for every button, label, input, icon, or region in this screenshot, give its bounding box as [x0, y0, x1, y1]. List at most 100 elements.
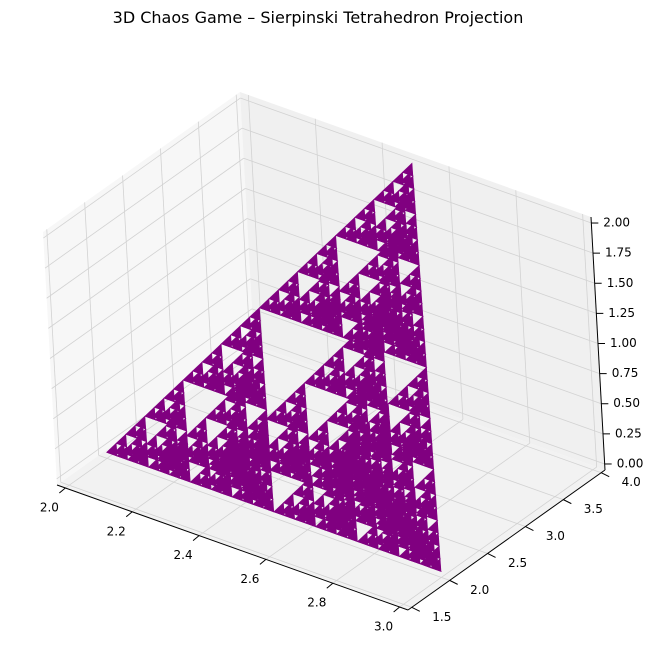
data-point: [289, 466, 302, 472]
data-point: [330, 471, 342, 476]
data-point: [377, 408, 390, 414]
data-point: [344, 534, 356, 539]
data-point: [375, 517, 387, 523]
x-tick-mark: [393, 606, 400, 613]
data-point: [339, 290, 351, 296]
data-point: [400, 250, 412, 256]
data-point: [356, 475, 368, 480]
data-point: [329, 516, 342, 522]
data-point: [343, 235, 355, 241]
data-point: [223, 384, 236, 389]
data-point: [284, 459, 296, 465]
data-point: [355, 520, 367, 526]
data-point: [368, 499, 380, 505]
data-point: [239, 496, 251, 502]
data-point: [135, 459, 147, 465]
data-point: [266, 418, 278, 424]
data-point: [205, 482, 217, 487]
data-point: [176, 474, 189, 480]
data-point: [284, 311, 297, 317]
data-point: [315, 312, 327, 317]
data-point: [253, 459, 266, 464]
z-tick-label: 1.75: [605, 246, 632, 260]
data-point: [197, 482, 210, 487]
y-tick-label: 3.5: [584, 502, 603, 516]
data-point: [335, 393, 348, 399]
data-point: [316, 322, 328, 328]
data-point: [332, 333, 344, 339]
data-point: [219, 472, 231, 477]
data-point: [200, 485, 213, 491]
data-point: [252, 354, 264, 360]
data-point: [398, 406, 411, 412]
data-point: [188, 460, 200, 466]
data-point: [282, 308, 294, 313]
data-point: [341, 485, 354, 491]
data-point: [325, 390, 337, 395]
data-point: [335, 523, 347, 529]
data-point: [367, 489, 380, 495]
data-point: [399, 528, 411, 534]
data-point: [360, 313, 373, 318]
data-point: [235, 482, 248, 488]
x-axis-line: [56, 484, 409, 611]
data-point: [346, 238, 358, 244]
data-point: [273, 511, 286, 517]
data-point: [266, 455, 278, 461]
data-point: [395, 338, 408, 344]
data-point: [216, 436, 229, 441]
data-point: [311, 512, 324, 518]
data-point: [336, 533, 348, 539]
data-point: [323, 322, 336, 328]
data-point: [397, 535, 409, 540]
data-point: [302, 519, 314, 524]
y-tick-mark: [525, 526, 534, 531]
data-point: [136, 452, 149, 458]
data-point: [289, 308, 302, 313]
data-point: [171, 467, 183, 473]
data-point: [421, 556, 434, 562]
data-point: [211, 489, 223, 494]
data-point: [249, 351, 261, 356]
data-point: [382, 331, 395, 336]
data-point: [235, 455, 248, 460]
data-point: [319, 512, 331, 518]
data-point: [250, 398, 262, 404]
chart-title: 3D Chaos Game – Sierpinski Tetrahedron P…: [112, 8, 524, 27]
data-point: [353, 350, 365, 355]
data-point: [248, 462, 261, 467]
data-point: [391, 528, 403, 533]
z-tick-label: 0.50: [613, 396, 640, 410]
data-point: [144, 415, 157, 421]
data-point: [218, 461, 230, 467]
data-point: [307, 438, 320, 443]
data-point: [354, 217, 367, 222]
data-point: [233, 424, 246, 430]
data-point: [338, 438, 350, 444]
data-point: [406, 556, 419, 562]
data-point: [407, 385, 419, 390]
data-point: [401, 345, 414, 351]
data-point: [182, 379, 195, 385]
data-point: [284, 515, 296, 520]
data-point: [208, 457, 220, 463]
data-point: [367, 545, 380, 550]
data-point: [402, 206, 414, 212]
data-point: [342, 309, 355, 315]
y-axis-line: [407, 469, 606, 611]
data-point: [179, 478, 192, 483]
data-point: [416, 549, 428, 555]
data-point: [260, 504, 272, 509]
data-point: [259, 307, 271, 313]
data-point: [321, 329, 334, 335]
x-tick-mark: [192, 535, 200, 541]
data-point: [195, 461, 208, 466]
data-point: [401, 531, 414, 537]
data-point: [384, 324, 397, 329]
data-point: [362, 520, 375, 526]
data-point: [403, 254, 415, 259]
data-point: [278, 289, 290, 295]
data-point: [193, 383, 205, 389]
data-point: [380, 338, 393, 343]
